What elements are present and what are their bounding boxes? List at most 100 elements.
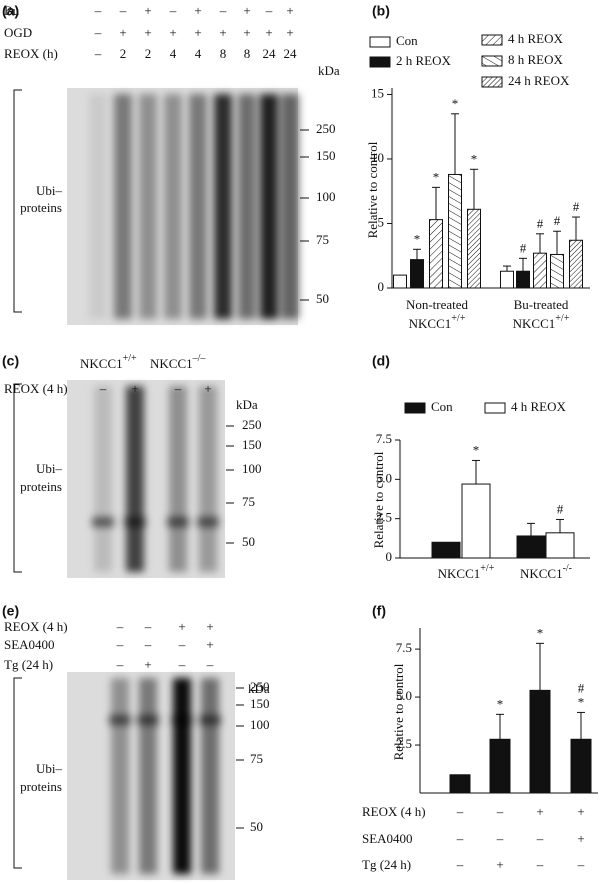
bar [429,219,443,289]
blot-band [171,715,193,725]
row-mark: – [265,3,273,18]
condition-mark: + [577,831,584,846]
bar [410,259,424,289]
condition-mark: – [456,857,464,872]
row-mark: – [178,637,186,652]
row-mark: – [174,381,182,396]
row-mark: 8 [244,46,251,61]
condition-label: SEA0400 [362,831,413,846]
marker-label: 150 [242,437,262,452]
blot-band [109,715,131,725]
row-mark: 2 [145,46,152,61]
blot-background [67,380,225,578]
row-mark: – [169,3,177,18]
y-tick-label: 0 [386,549,393,564]
x-tick-gene: NKCC1+/+ [409,313,466,331]
unit-label: kDa [318,63,340,78]
bar [570,738,592,794]
legend-swatch [481,55,503,67]
marker-label: 150 [316,148,336,163]
panel-label: (c) [2,353,19,369]
unit-label: kDa [236,397,258,412]
annotation: # [520,240,527,255]
legend-label: Con [431,399,453,414]
y-tick-label: 5.0 [376,470,392,485]
row-mark: – [119,3,127,18]
y-tick-label: 7.5 [396,640,412,655]
row-mark: + [206,619,213,634]
bar [533,252,547,289]
side-label: proteins [20,200,62,215]
panel-label: (e) [2,603,19,619]
blot-lane [260,94,278,319]
blot-lane [214,94,232,319]
annotation: # [554,213,561,228]
row-mark: – [94,3,102,18]
gene-name: NKCC1 [520,566,563,581]
row-mark: + [243,25,250,40]
annotation: # [557,501,564,516]
blot-lane [114,94,132,319]
bar [529,689,551,794]
marker-label: 250 [242,417,262,432]
y-tick-label: 5.0 [396,688,412,703]
blot-band [167,517,189,527]
annotation: * [578,694,585,709]
row-mark: – [99,381,107,396]
blot-lane [199,386,217,572]
blot-lane [139,94,157,319]
blot-lane [111,678,129,874]
x-tick-gene: NKCC1-/- [520,563,572,581]
row-mark: 4 [170,46,177,61]
y-axis-label: Relative to control [391,663,406,760]
blot-lanes [89,94,299,319]
annotation: * [433,169,440,184]
legend-swatch [484,402,506,414]
gene-sup: -/- [563,563,572,574]
row-mark: + [144,25,151,40]
blot-lane [281,94,299,319]
x-tick-gene: NKCC1+/+ [513,313,570,331]
row-mark: + [194,25,201,40]
row-mark: + [144,3,151,18]
annotation: # [578,680,585,695]
blot-lanes [92,386,219,572]
row-mark: + [178,619,185,634]
bar [461,483,491,559]
row-mark: – [116,657,124,672]
row-label: SEA0400 [4,637,55,652]
side-label: proteins [20,479,62,494]
legend-label: 24 h REOX [508,73,570,88]
gene-name: NKCC1 [513,316,556,331]
row-mark: 8 [220,46,227,61]
row-mark: 2 [120,46,127,61]
annotation: # [573,199,580,214]
row-label: Tg (24 h) [4,657,53,672]
row-mark: 24 [263,46,277,61]
panel-label: (f) [372,603,386,619]
annotation: * [537,625,544,640]
group-name: NKCC1 [150,356,193,371]
blot-lane [164,94,182,319]
blot-lane [173,678,191,874]
gene-name: NKCC1 [409,316,452,331]
bar [448,173,462,289]
marker-label: 50 [250,819,263,834]
row-mark: 4 [195,46,202,61]
blot-lane [126,386,144,572]
condition-mark: + [536,804,543,819]
row-mark: – [144,637,152,652]
y-tick-label: 15 [371,85,384,100]
bar [500,270,514,289]
blot-band [92,517,114,527]
blot-lane [89,94,107,319]
row-mark: – [116,637,124,652]
bar [393,274,407,289]
row-mark: – [94,46,102,61]
legend-label: 2 h REOX [396,53,452,68]
row-mark: + [265,25,272,40]
condition-label: REOX (4 h) [362,804,426,819]
bar [516,535,546,559]
side-label: Ubi– [36,183,63,198]
